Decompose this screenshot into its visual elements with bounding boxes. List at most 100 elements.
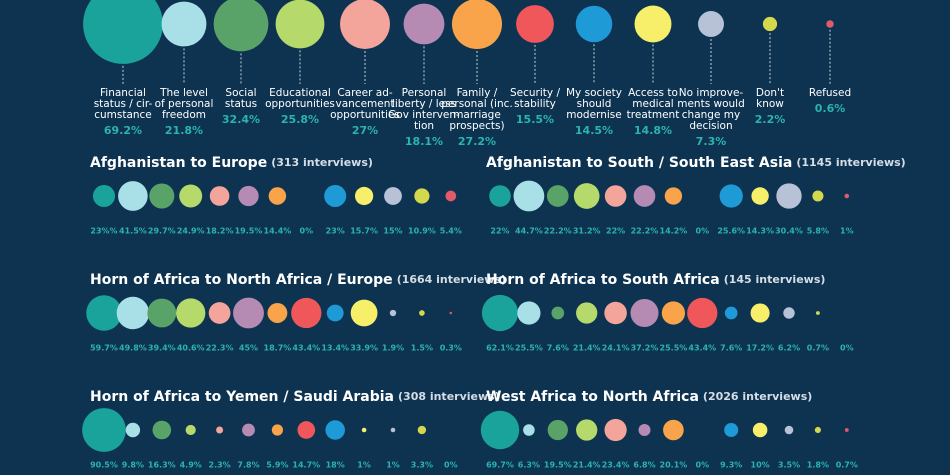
bubble [125,422,141,438]
value-label: 69.2% [104,124,142,137]
bubble [384,187,402,205]
category-label: My society [566,87,622,99]
category-label: Career ad- [337,87,393,99]
panel-subtitle: (145 interviews) [724,273,826,286]
category-label: know [756,98,784,110]
bubble [179,184,203,208]
value-label: 59.7% [90,344,118,353]
bubble [445,190,457,202]
category-label: change my [682,109,740,121]
category-label: medical [632,98,673,110]
category-label: should [577,98,612,110]
panel-subtitle: (308 interviews) [398,390,500,403]
bubble [389,309,397,317]
value-label: 6.8% [633,461,655,470]
bubble [724,422,739,438]
bubble [481,294,519,332]
value-label: 27% [352,124,378,137]
category-label: modernise [566,109,621,121]
bubble [209,186,230,206]
value-label: 7.3% [696,135,727,148]
value-label: 9.3% [720,461,742,470]
category-label: liberty / less [392,98,456,110]
bubble [513,180,545,212]
value-label: 44.7% [515,227,543,236]
category-label: tion [414,120,434,132]
value-label: 16.3% [148,461,176,470]
category-label: opportunities [265,98,335,110]
bubble [546,185,569,207]
bubble [575,5,613,43]
value-label: 23.4% [602,461,630,470]
bubble [664,187,683,205]
category-label: treatment [627,109,680,121]
bubble [83,0,163,64]
bubble [233,297,264,329]
value-label: 7.6% [547,344,569,353]
panel-title: Afghanistan to Europe (313 interviews) [90,155,373,171]
bubble [844,428,849,432]
category-label: ments would [677,98,745,110]
value-label: 25.5% [660,344,688,353]
value-label: 23% [326,227,345,236]
value-label: 14.5% [575,124,613,137]
panel-title-text: Afghanistan to Europe [90,155,267,171]
bubble [291,297,322,329]
value-label: 15% [383,227,402,236]
value-label: 0% [300,227,314,236]
bubble [208,302,231,324]
category-label: opportunities [330,109,400,121]
category-label: No improve- [679,87,744,99]
bubble [576,302,598,324]
bubble [242,423,255,437]
category-label: The level [159,87,208,99]
bubble [604,185,627,207]
value-label: 18.7% [264,344,292,353]
value-label: 21.8% [165,124,203,137]
category-label: decision [689,120,732,132]
bubble [844,193,850,199]
value-label: 6.2% [778,344,800,353]
bubble [523,424,535,436]
bubble [268,187,287,205]
value-label: 22.2% [544,227,572,236]
bubble [185,424,196,436]
bubble [547,419,568,441]
value-label: 14.2% [660,227,688,236]
bubble [661,301,686,325]
panel-title: Horn of Africa to North Africa / Europe (… [90,272,506,288]
bubble [149,183,175,209]
value-label: 4.9% [180,461,202,470]
panel-title-text: Horn of Africa to Yemen / Saudi Arabia [90,389,394,405]
value-label: 22% [490,227,509,236]
bubble [267,303,288,323]
value-label: 21.4% [573,344,601,353]
value-label: 13.4% [321,344,349,353]
bubble [751,187,769,205]
bubble [361,427,367,433]
bubble [517,301,541,325]
bubble [449,311,453,315]
value-label: 25.5% [515,344,543,353]
bubble [354,186,374,206]
value-label: 5.8% [807,227,829,236]
value-label: 2.2% [755,113,786,126]
value-label: 20.1% [660,461,688,470]
value-label: 9.8% [122,461,144,470]
category-label: personal (inc. [441,98,512,110]
value-label: 45% [239,344,258,353]
bubble [576,419,598,441]
value-label: 27.2% [458,135,496,148]
category-label: vancement [336,98,395,110]
value-label: 69.7% [486,461,514,470]
value-label: 5.9% [266,461,288,470]
value-label: 14.7% [292,461,320,470]
value-label: 3.3% [411,461,433,470]
bubble [724,306,738,320]
value-label: 24.9% [177,227,205,236]
bubble [350,299,378,327]
bubble [275,0,325,49]
value-label: 40.6% [177,344,205,353]
category-label: status [225,98,257,110]
